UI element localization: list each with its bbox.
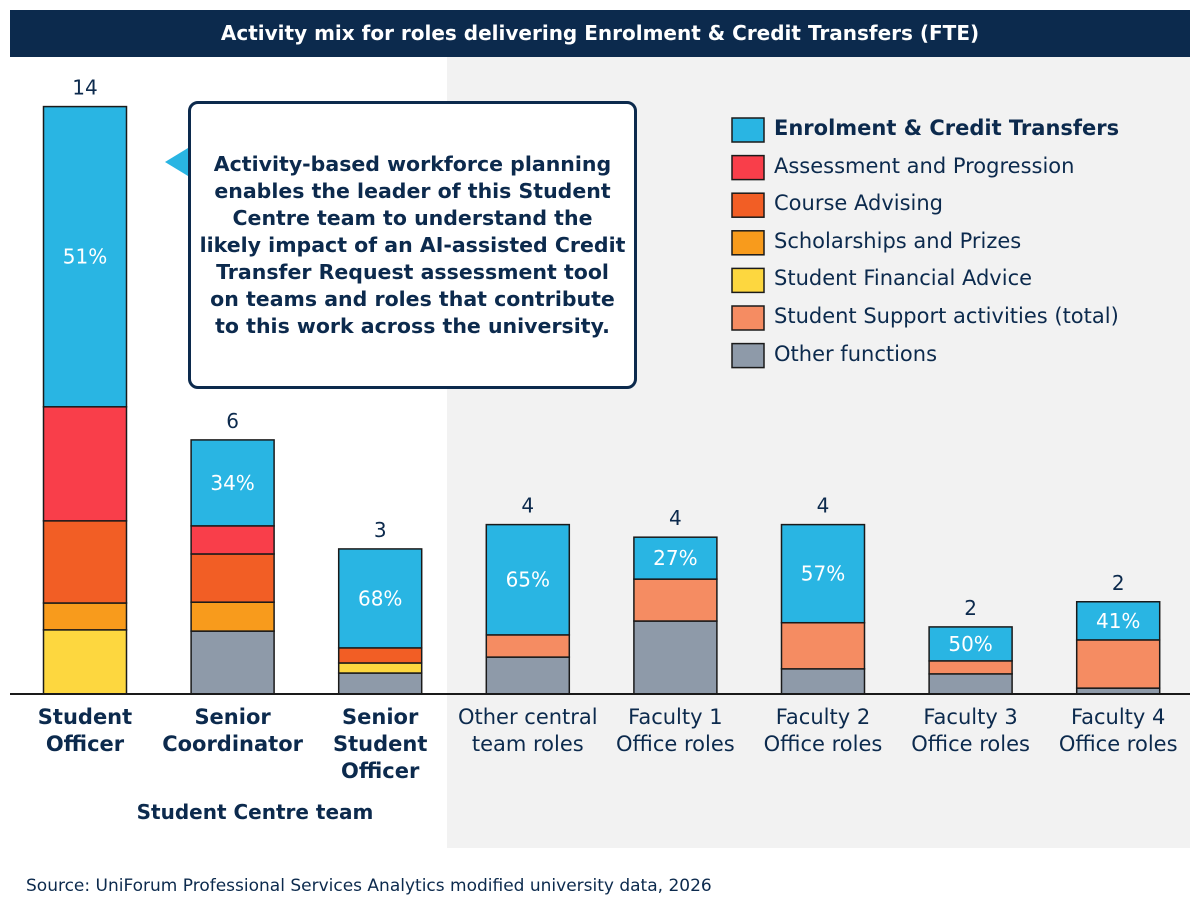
legend-label: Enrolment & Credit Transfers [774,116,1120,140]
legend-label: Student Financial Advice [774,266,1033,291]
bar-segment [42,406,128,522]
x-tick-label: Faculty 3 Office roles [911,705,1030,756]
legend-swatch [731,154,765,181]
bar-segment [190,439,275,527]
share-label: 51% [63,245,107,269]
total-label: 14 [72,76,97,100]
legend-label: Course Advising [774,191,943,216]
legend-swatch [731,230,765,256]
chart-title: Activity mix for roles delivering Enrolm… [10,10,1190,57]
bar-segment [190,630,275,695]
bar-segment [42,105,128,408]
bar-segment [485,523,571,636]
x-tick-label: Faculty 4 Office roles [1058,705,1178,756]
share-label: 27% [653,546,697,570]
bar-segment [337,548,423,649]
share-label: 34% [210,471,254,495]
bar-segment [780,668,866,695]
total-label: 4 [817,494,830,518]
bar-segment [1075,601,1161,641]
bar-segment [190,525,275,555]
legend-swatch [731,267,765,294]
total-label: 6 [226,409,239,433]
legend-label: Other functions [774,341,938,366]
bar-segment [337,662,423,674]
share-label: 68% [358,586,402,610]
legend-swatch [731,342,765,369]
x-tick-label: Senior Student Officer [332,705,428,783]
total-label: 2 [1112,571,1125,595]
legend-swatch [731,192,765,218]
total-label: 4 [521,494,534,518]
bar-segment [190,601,275,632]
bar-segment [190,553,275,603]
bar-segment [780,621,866,670]
bar-segment [633,578,718,622]
legend-label: Scholarships and Prizes [774,228,1022,253]
bar-segment [633,536,718,580]
x-tick-label: Faculty 1 Office roles [616,705,735,756]
total-label: 3 [374,518,387,542]
group-label: Student Centre team [136,800,374,824]
bar-segment [928,626,1013,662]
bar-segment [633,620,718,695]
x-tick-label: Faculty 2 Office roles [763,705,883,756]
bar-segment [928,673,1013,695]
legend-swatch [731,117,765,143]
total-label: 2 [964,596,977,620]
callout-pointer [165,148,188,176]
bar-segment [485,656,571,695]
x-tick-label: Senior Coordinator [162,705,303,756]
bar-segment [337,672,423,695]
x-tick-label: Student Officer [37,705,133,756]
legend-label: Assessment and Progression [774,153,1075,178]
bar-segment [42,520,128,604]
source: Source: UniForum Professional Services A… [26,876,712,896]
bar-segment [337,647,423,664]
bar-segment [928,660,1013,675]
bar-segment [42,602,128,631]
bar-segment [42,629,128,695]
total-label: 4 [669,506,682,530]
share-label: 41% [1096,609,1140,633]
annotation: Activity-based workforce planning enable… [188,101,637,389]
legend-swatch [731,305,765,331]
x-tick-label: Other central team roles [457,705,598,756]
bar-segment [780,523,866,624]
share-label: 50% [948,632,992,656]
bar-segment [485,634,571,658]
bar-segment [1075,639,1161,689]
legend-label: Student Support activities (total) [774,304,1119,328]
share-label: 57% [801,562,845,586]
share-label: 65% [506,568,550,592]
